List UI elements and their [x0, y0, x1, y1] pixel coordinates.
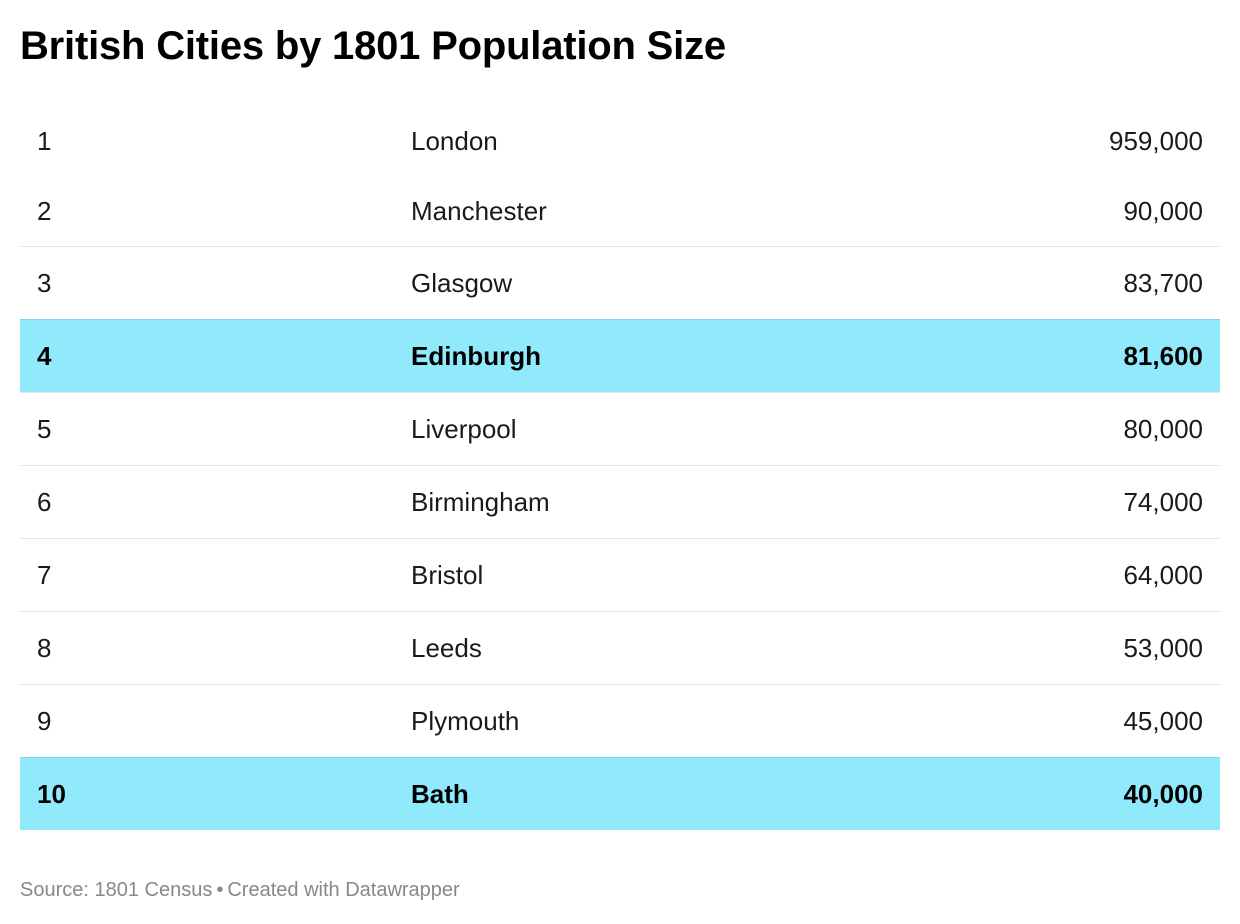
table-row: 7 Bristol 64,000	[20, 538, 1220, 611]
table-row-highlighted: 4 Edinburgh 81,600	[20, 319, 1220, 392]
population-cell: 53,000	[1123, 632, 1203, 663]
table-row: 1 London 959,000	[20, 106, 1220, 176]
city-cell: Liverpool	[411, 413, 517, 444]
source-note: Source: 1801 Census	[20, 879, 213, 901]
rank-cell: 5	[37, 413, 52, 444]
table-row: 6 Birmingham 74,000	[20, 465, 1220, 538]
rank-cell: 2	[37, 195, 52, 226]
city-cell: Bath	[411, 778, 469, 809]
rank-cell: 9	[37, 705, 52, 736]
rank-cell: 3	[37, 267, 52, 298]
city-cell: Birmingham	[411, 486, 550, 517]
table-row: 8 Leeds 53,000	[20, 611, 1220, 684]
population-cell: 64,000	[1123, 559, 1203, 590]
rank-cell: 10	[37, 778, 66, 809]
rank-cell: 4	[37, 340, 52, 371]
population-cell: 83,700	[1123, 267, 1203, 298]
table-row: 2 Manchester 90,000	[20, 176, 1220, 246]
city-cell: Plymouth	[411, 705, 520, 736]
table-row: 5 Liverpool 80,000	[20, 392, 1220, 465]
population-cell: 80,000	[1123, 413, 1203, 444]
table-row: 9 Plymouth 45,000	[20, 684, 1220, 757]
population-cell: 45,000	[1123, 705, 1203, 736]
rank-cell: 7	[37, 559, 52, 590]
city-cell: Glasgow	[411, 267, 513, 298]
credit-note: Created with Datawrapper	[227, 879, 460, 901]
table-row-highlighted: 10 Bath 40,000	[20, 757, 1220, 830]
rank-cell: 8	[37, 632, 52, 663]
population-cell: 81,600	[1123, 340, 1203, 371]
city-cell: Bristol	[411, 559, 484, 590]
table-row: 3 Glasgow 83,700	[20, 246, 1220, 319]
population-table: 1 London 959,000 2 Manchester 90,000 3 G…	[20, 106, 1220, 830]
city-cell: London	[411, 125, 498, 156]
city-cell: Leeds	[411, 632, 482, 663]
rank-cell: 1	[37, 125, 52, 156]
chart-footer: Source: 1801 Census • Created with Datawra…	[20, 876, 460, 904]
chart-title: British Cities by 1801 Population Size	[20, 24, 726, 68]
population-cell: 40,000	[1123, 778, 1203, 809]
population-cell: 90,000	[1123, 195, 1203, 226]
population-cell: 959,000	[1109, 125, 1203, 156]
population-cell: 74,000	[1123, 486, 1203, 517]
footer-separator: •	[216, 879, 224, 901]
rank-cell: 6	[37, 486, 52, 517]
city-cell: Manchester	[411, 195, 547, 226]
city-cell: Edinburgh	[411, 340, 541, 371]
